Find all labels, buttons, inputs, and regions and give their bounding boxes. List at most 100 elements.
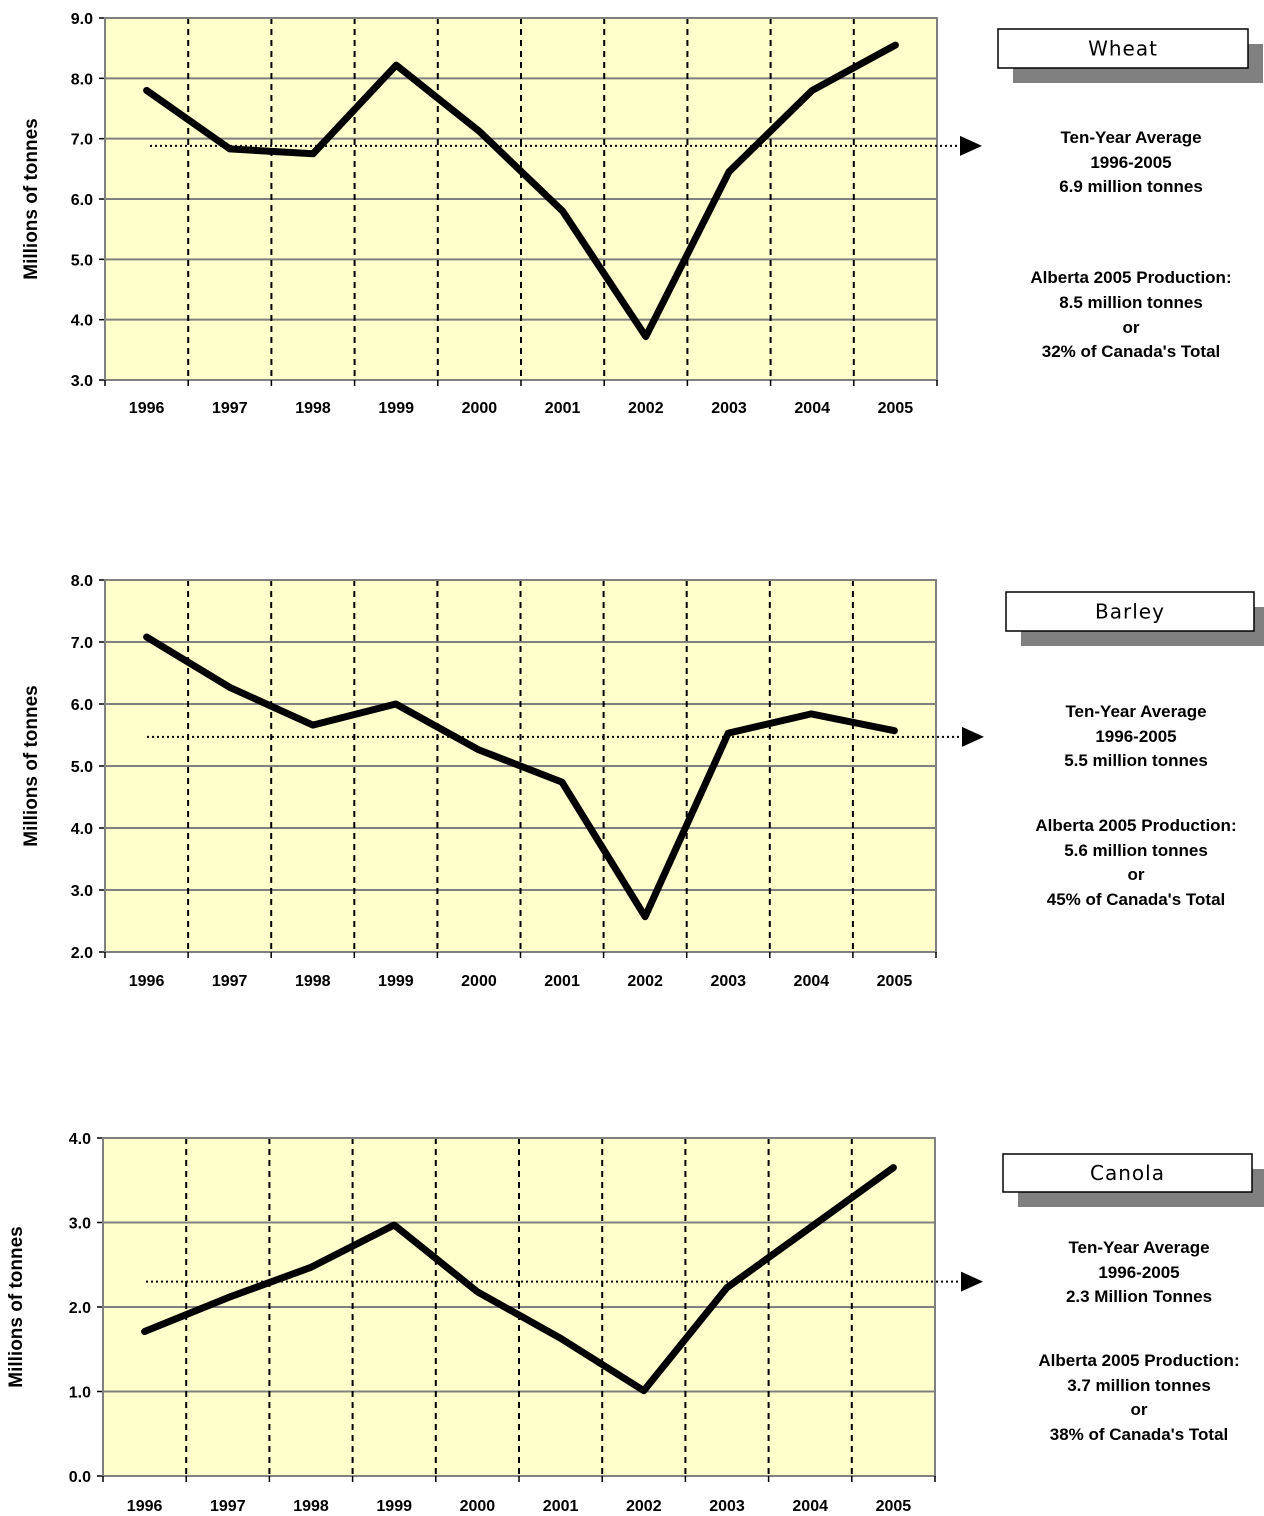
x-tick-label: 2003	[711, 400, 747, 417]
chart-barley: 2.0 3.0 4.0 5.0 6.0 7.0 8.0 1996 1997 1998 1999 200…	[21, 573, 1264, 990]
data-point	[311, 152, 315, 156]
y-tick-label: 8.0	[71, 71, 93, 88]
data-point	[643, 915, 647, 919]
x-tick-label: 1997	[210, 1498, 246, 1515]
series-line	[141, 1164, 897, 1395]
average-note-line: 6.9 million tonnes	[1059, 177, 1203, 196]
production-note-line: or	[1131, 1400, 1148, 1419]
x-tick-label: 2002	[626, 1498, 662, 1515]
data-point	[809, 712, 813, 716]
x-tick-label: 2000	[460, 1498, 496, 1515]
x-tick-label: 1998	[295, 973, 331, 990]
data-point	[561, 209, 565, 213]
x-tick-label: 1999	[376, 1498, 412, 1515]
production-note-line: or	[1123, 318, 1140, 337]
x-tick-label: 1997	[212, 973, 248, 990]
average-arrow	[961, 1271, 983, 1292]
x-tick-label: 2004	[792, 1498, 828, 1515]
y-axis-title: Millions of tonnes	[21, 118, 42, 280]
data-point	[392, 1223, 396, 1227]
data-point	[727, 170, 731, 174]
chart-title: Barley	[1095, 600, 1165, 624]
y-tick-label: 4.0	[71, 313, 93, 330]
data-point	[228, 685, 232, 689]
average-note-line: 1996-2005	[1090, 153, 1171, 172]
average-note-line: 1996-2005	[1098, 1263, 1179, 1282]
data-point	[143, 1330, 147, 1334]
data-point	[394, 702, 398, 706]
data-point	[477, 129, 481, 133]
data-point	[560, 780, 564, 784]
data-point	[810, 88, 814, 92]
x-tick-label: 2000	[461, 973, 497, 990]
production-note-line: or	[1128, 865, 1145, 884]
x-tick-label: 2005	[878, 400, 914, 417]
y-tick-label: 3.0	[71, 883, 93, 900]
chart-title: Canola	[1090, 1161, 1165, 1185]
production-note-line: 3.7 million tonnes	[1067, 1376, 1211, 1395]
x-tick-label: 2003	[709, 1498, 745, 1515]
y-tick-label: 4.0	[69, 1131, 91, 1148]
data-point	[726, 731, 730, 735]
data-point	[893, 43, 897, 47]
series-line	[143, 41, 899, 341]
chart-title: Wheat	[1088, 37, 1158, 61]
y-tick-label: 3.0	[71, 373, 93, 390]
y-tick-label: 2.0	[71, 945, 93, 962]
y-tick-label: 0.0	[69, 1469, 91, 1486]
x-tick-label: 1996	[129, 400, 165, 417]
x-tick-label: 2001	[544, 973, 580, 990]
data-point	[642, 1389, 646, 1393]
average-note-line: Ten-Year Average	[1065, 702, 1206, 721]
data-point	[394, 63, 398, 67]
x-tick-label: 1998	[295, 400, 331, 417]
average-note-line: Ten-Year Average	[1060, 128, 1201, 147]
chart-canola: 0.0 1.0 2.0 3.0 4.0 1996 1997 1998 1999 2000 2001 2…	[6, 1131, 1264, 1515]
x-tick-label: 1998	[293, 1498, 329, 1515]
y-tick-label: 5.0	[71, 759, 93, 776]
x-tick-label: 2001	[545, 400, 581, 417]
data-point	[892, 729, 896, 733]
y-tick-label: 5.0	[71, 252, 93, 269]
production-note-line: 45% of Canada's Total	[1047, 890, 1226, 909]
data-point	[145, 635, 149, 639]
data-point	[311, 723, 315, 727]
y-tick-label: 9.0	[71, 11, 93, 28]
x-tick-label: 2001	[543, 1498, 579, 1515]
y-tick-label: 6.0	[71, 192, 93, 209]
data-point	[477, 748, 481, 752]
production-note-line: 38% of Canada's Total	[1050, 1425, 1229, 1444]
chart-wheat: 3.0 4.0 5.0 6.0 7.0 8.0 9.0 1996 1997 1998 1999 200…	[21, 11, 1263, 417]
data-point	[475, 1290, 479, 1294]
x-tick-label: 2005	[876, 1498, 912, 1515]
x-tick-label: 1997	[212, 400, 248, 417]
data-point	[725, 1286, 729, 1290]
y-tick-label: 6.0	[71, 697, 93, 714]
x-tick-label: 1999	[378, 400, 414, 417]
x-tick-label: 2004	[794, 400, 830, 417]
y-tick-label: 1.0	[69, 1385, 91, 1402]
production-note-line: 5.6 million tonnes	[1064, 841, 1208, 860]
average-note-line: 1996-2005	[1095, 727, 1176, 746]
data-point	[145, 88, 149, 92]
data-point	[808, 1226, 812, 1230]
average-arrow	[960, 135, 982, 156]
data-point	[644, 335, 648, 339]
production-note-line: Alberta 2005 Production:	[1035, 816, 1236, 835]
title-box	[997, 28, 1249, 69]
y-axis-title: Millions of tonnes	[6, 1226, 27, 1388]
production-note-line: 32% of Canada's Total	[1042, 342, 1221, 361]
production-note-line: Alberta 2005 Production:	[1030, 268, 1231, 287]
average-note-line: 2.3 Million Tonnes	[1066, 1287, 1212, 1306]
y-tick-label: 8.0	[71, 573, 93, 590]
x-tick-label: 1999	[378, 973, 414, 990]
data-point	[309, 1265, 313, 1269]
y-tick-label: 4.0	[71, 821, 93, 838]
data-point	[226, 1296, 230, 1300]
x-tick-label: 2003	[710, 973, 746, 990]
title-box	[1005, 591, 1255, 632]
y-tick-label: 7.0	[71, 635, 93, 652]
production-note-line: Alberta 2005 Production:	[1038, 1351, 1239, 1370]
x-tick-label: 2005	[877, 973, 913, 990]
y-tick-label: 2.0	[69, 1300, 91, 1317]
